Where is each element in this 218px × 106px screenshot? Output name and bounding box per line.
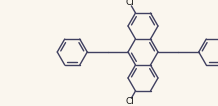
Text: Cl: Cl	[125, 0, 134, 7]
Text: Cl: Cl	[125, 97, 134, 106]
